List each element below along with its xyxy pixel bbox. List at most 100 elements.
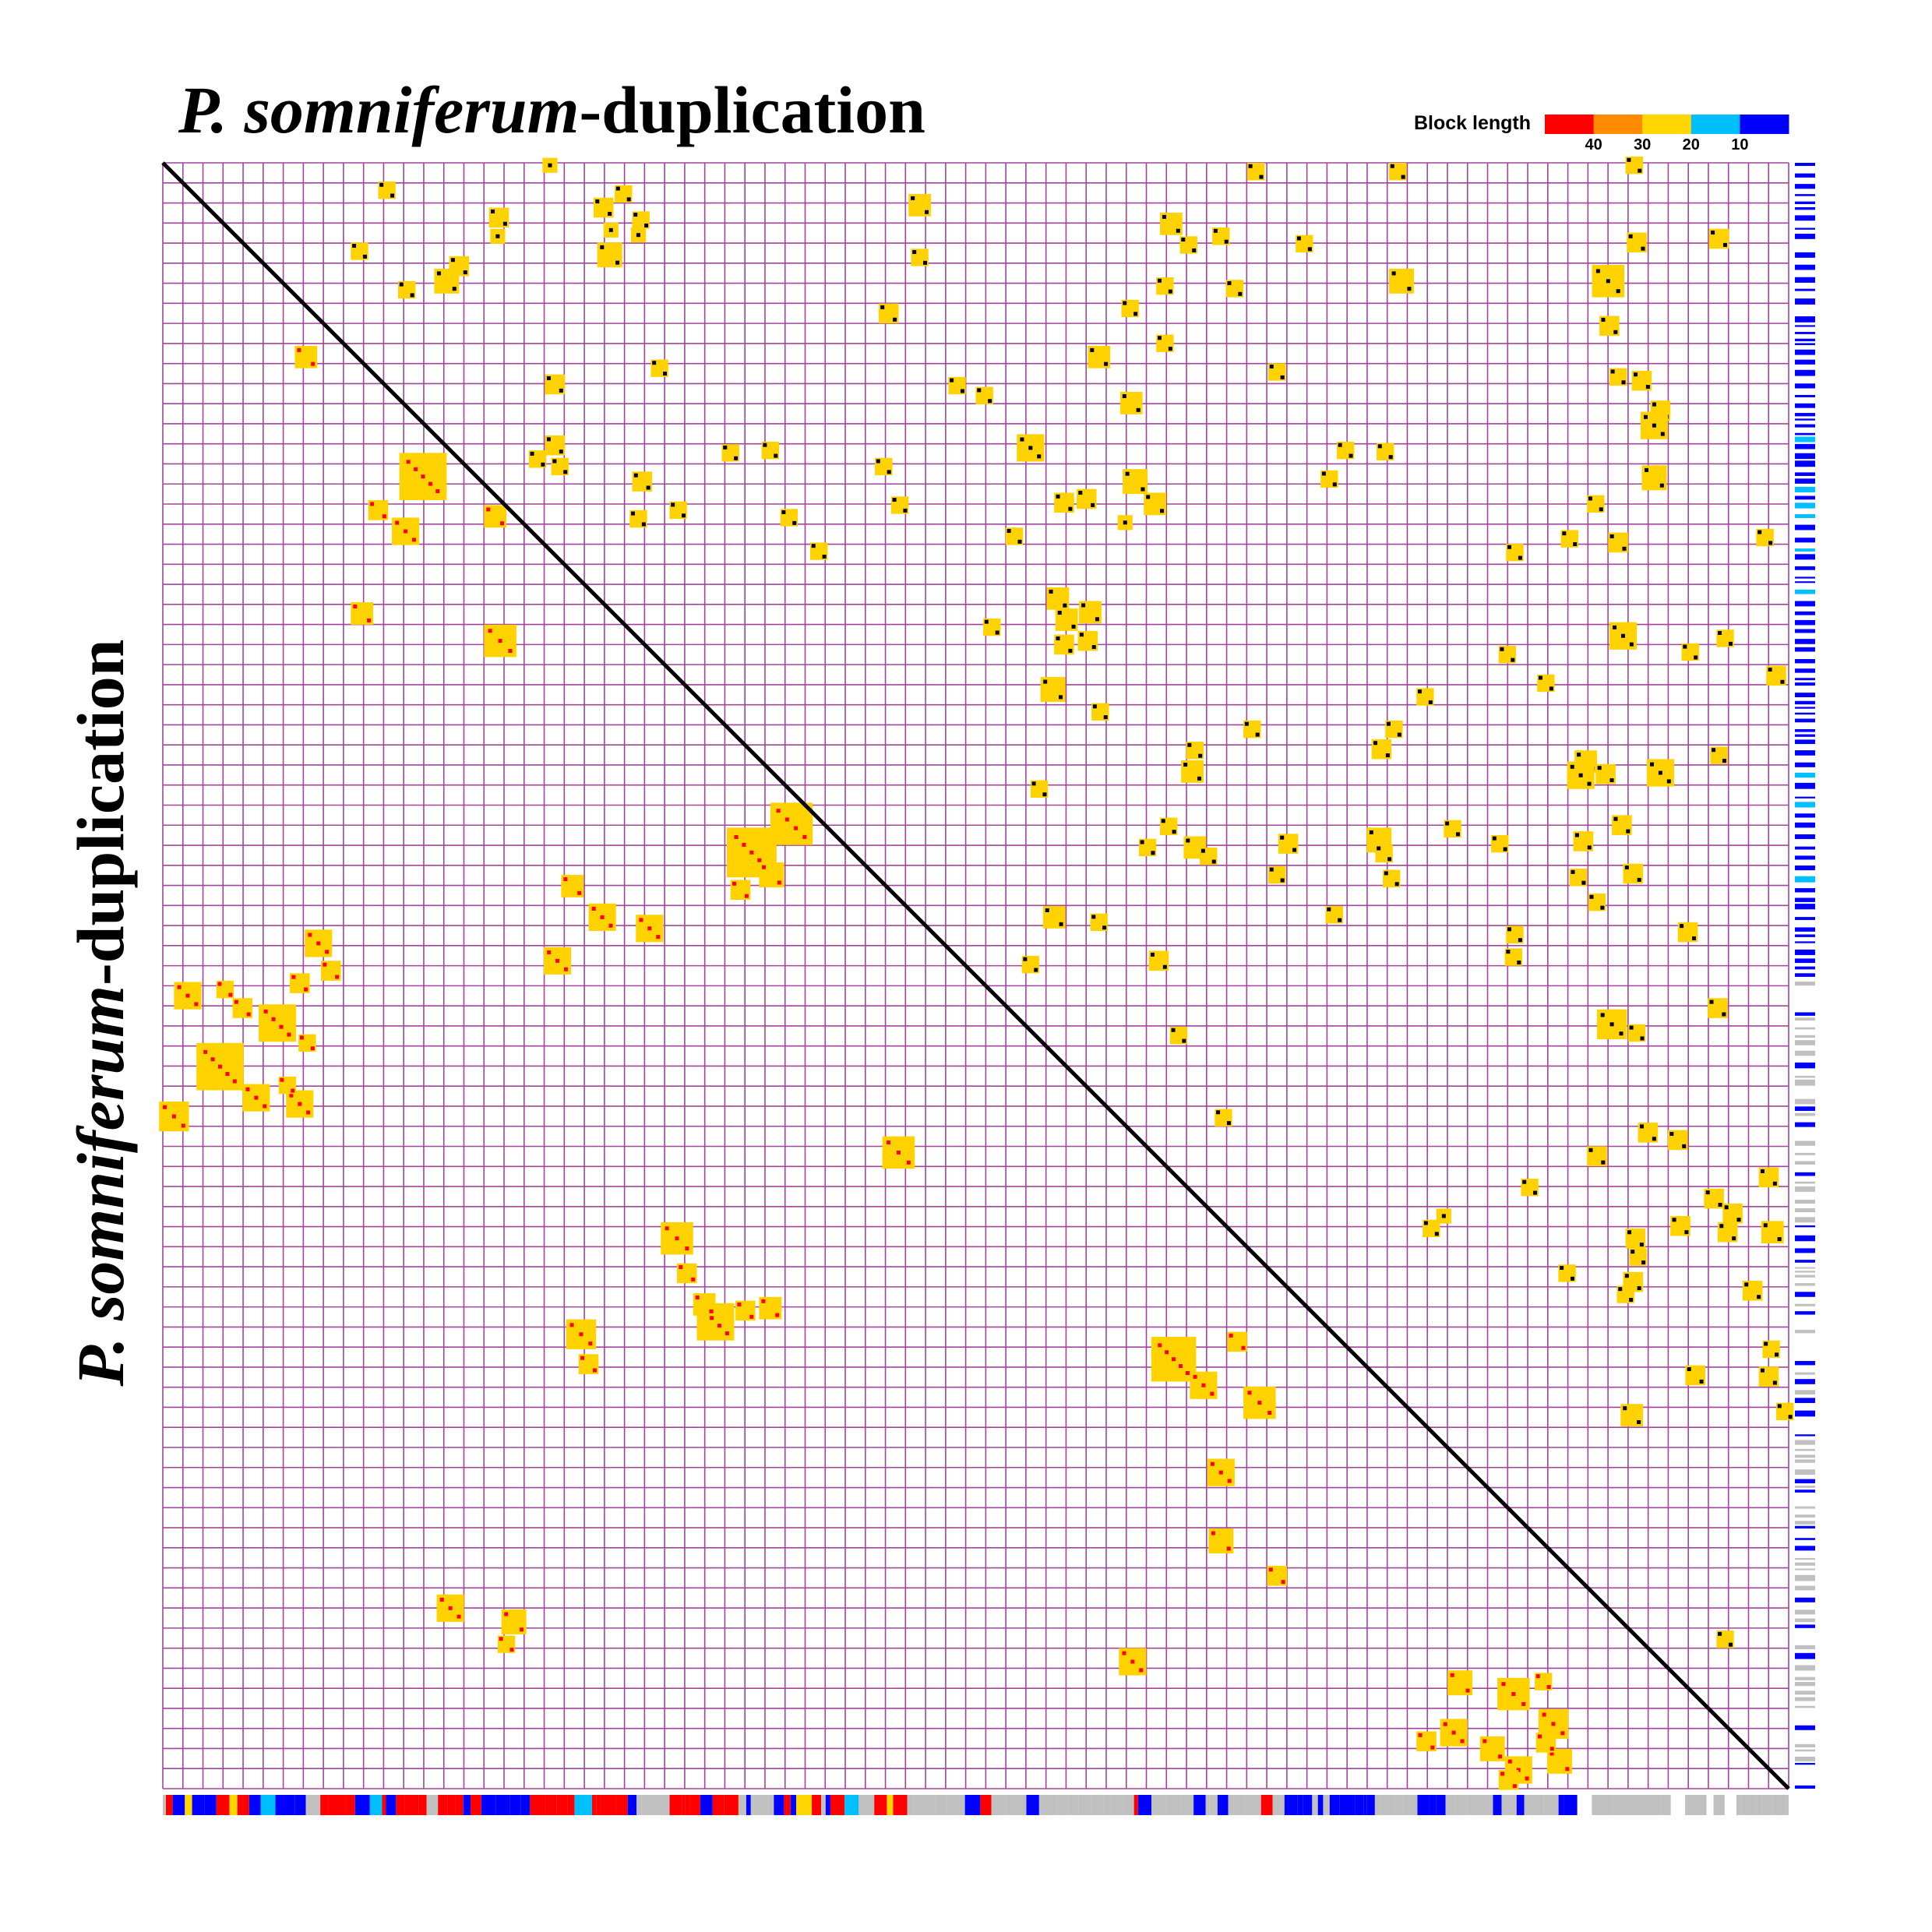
block-dot [1211, 859, 1216, 864]
block-dot [1772, 1181, 1777, 1186]
block-dot [1687, 1367, 1691, 1372]
block-dot [1660, 432, 1665, 436]
block-dot [1601, 1160, 1606, 1165]
track-segment [1795, 227, 1815, 230]
block-dot [1482, 1739, 1487, 1743]
block-dot [763, 442, 767, 447]
block-dot [1652, 423, 1656, 428]
block-dot [1728, 641, 1733, 646]
block-dot [316, 941, 321, 946]
block-dot [1507, 545, 1512, 549]
block-dot [1658, 770, 1662, 775]
track-segment [1685, 1795, 1693, 1815]
block-dot [737, 1302, 742, 1306]
track-segment [1795, 866, 1815, 871]
track-segment [1436, 1795, 1446, 1815]
block-dot [414, 467, 418, 471]
block-dot [1724, 1205, 1729, 1210]
track-segment [1137, 1795, 1152, 1815]
block-dot [950, 378, 954, 383]
block-dot [457, 1614, 461, 1619]
track-segment [354, 1795, 370, 1815]
track-segment [1467, 1795, 1479, 1815]
block-dot [390, 193, 395, 198]
track-segment [1795, 1062, 1815, 1069]
block-dot [1624, 1274, 1629, 1278]
block-dot [691, 1277, 696, 1282]
block-dot [280, 1077, 284, 1082]
block-dot [263, 1009, 268, 1014]
track-segment [1795, 712, 1815, 715]
block-dot [646, 485, 650, 490]
track-segment [1795, 1609, 1815, 1615]
block-dot [1619, 1031, 1624, 1036]
track-segment [404, 1795, 419, 1815]
block-dot [1719, 1224, 1724, 1229]
block-dot [1788, 1415, 1793, 1419]
block-dot [1644, 414, 1648, 419]
block-dot [1600, 905, 1605, 910]
block-dot [1757, 530, 1762, 534]
block-dot [254, 1095, 259, 1100]
track-segment [1479, 1795, 1493, 1815]
block-dot [923, 260, 928, 265]
block-dot [1058, 695, 1063, 700]
block-dot [194, 1002, 199, 1007]
track-segment [1741, 1795, 1757, 1815]
track-segment [172, 1795, 185, 1815]
track-segment [1795, 1486, 1815, 1488]
block-dot [1772, 1380, 1777, 1385]
block-dot [559, 388, 563, 393]
track-segment [1795, 1217, 1815, 1223]
block-dot [563, 967, 568, 971]
track-segment [1394, 1795, 1403, 1815]
track-segment [1795, 1676, 1815, 1680]
track-segment [1795, 1267, 1815, 1269]
block-dot [1168, 289, 1172, 294]
legend-tick-label: 10 [1731, 136, 1748, 153]
block-dot [1460, 1739, 1465, 1743]
block-dot [1768, 667, 1772, 672]
block-dot [547, 950, 552, 954]
track-segment [1795, 1112, 1815, 1116]
block-dot [1613, 625, 1617, 629]
chart-title: P. somniferum-duplication [178, 72, 925, 147]
block-dot [362, 254, 367, 259]
block-dot [435, 489, 440, 494]
block-dot [185, 993, 190, 998]
block-dot [1718, 1202, 1722, 1207]
track-segment [481, 1795, 496, 1815]
block-dot [592, 1368, 597, 1373]
track-segment [574, 1795, 588, 1815]
block-dot [896, 1150, 901, 1155]
track-segment [1795, 1459, 1815, 1463]
block-dot [1377, 444, 1382, 449]
block-dot [171, 1114, 176, 1119]
track-segment [1795, 1318, 1815, 1324]
block-dot [1307, 247, 1312, 252]
block-dot [1023, 957, 1028, 961]
block-dot [1034, 968, 1038, 972]
track-segment [1795, 1434, 1815, 1437]
block-dot [1705, 1190, 1710, 1195]
track-segment [1795, 1390, 1815, 1395]
track-segment [1795, 1618, 1815, 1623]
track-segment [1795, 888, 1815, 893]
block-dot [1241, 1345, 1246, 1350]
block-dot [1103, 715, 1108, 720]
track-segment [1795, 668, 1815, 673]
block-dot [228, 992, 233, 997]
track-segment [641, 1795, 656, 1815]
block-dot [781, 509, 786, 514]
block-dot [903, 508, 908, 513]
block-dot [1777, 1237, 1782, 1242]
track-segment [1795, 1122, 1815, 1127]
block-dot [1185, 1371, 1190, 1376]
block-dot [1390, 164, 1394, 168]
block-dot [1761, 1169, 1765, 1173]
track-segment [1795, 1106, 1815, 1112]
block-dot [1179, 1364, 1183, 1369]
track-segment [1786, 1795, 1789, 1815]
block-dot [1269, 365, 1274, 369]
track-segment [1795, 201, 1815, 204]
